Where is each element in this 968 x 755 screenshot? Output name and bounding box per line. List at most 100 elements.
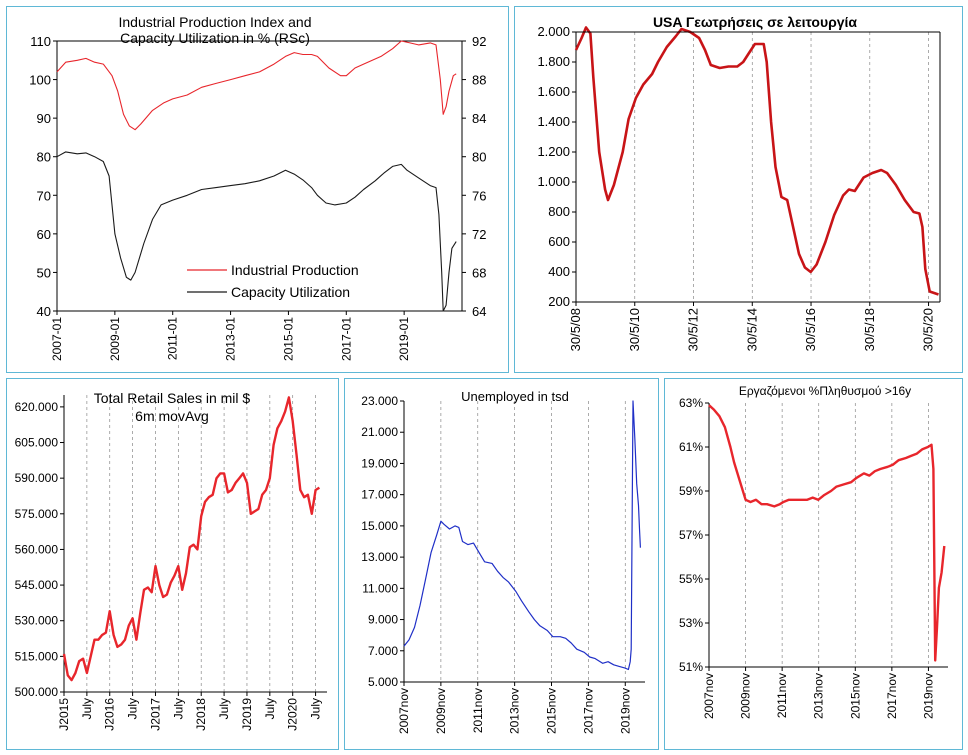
series-line <box>62 396 321 682</box>
series-line <box>574 26 939 296</box>
x-tick-label: J2019 <box>240 698 254 731</box>
x-tick-label: 2019nov <box>618 688 632 734</box>
y-tick-label: 63% <box>679 396 703 410</box>
y-tick-label: 2.000 <box>537 24 570 39</box>
x-tick-label: 30/5/10 <box>627 308 642 351</box>
y-tick-label: 575.000 <box>15 507 59 521</box>
y-tick-label: 61% <box>679 440 703 454</box>
chart-title: USA Γεωτρήσεις σε λειτουργία <box>653 14 857 30</box>
y-tick-label: 1.000 <box>537 174 570 189</box>
y-tick-label: 17.000 <box>361 488 398 502</box>
panel-industrial-production: 40 50 60 70 80 90 100 110 64 68 72 76 80 84 88 92 2007-0… <box>6 6 509 373</box>
x-tick-label: 30/5/08 <box>568 308 583 351</box>
y-tick-label: 515.000 <box>15 649 59 663</box>
x-tick-label: 30/5/12 <box>686 308 701 351</box>
y-tick-label: 400 <box>548 264 570 279</box>
y-tick-label: 1.400 <box>537 114 570 129</box>
x-tick-label: 30/5/20 <box>921 308 936 351</box>
chart-title-line: Capacity Utilization in % (RSc) <box>120 30 310 46</box>
y-right-tick-label: 76 <box>472 188 486 203</box>
x-tick-label: 2015nov <box>848 673 862 719</box>
x-tick-label: J2015 <box>57 698 71 731</box>
panel-unemployed: 2007nov 2009nov 2011nov 2013nov 2015nov 2017n… <box>344 378 659 750</box>
y-tick-label: 53% <box>679 616 703 630</box>
chart-title-line: Total Retail Sales in mil $ <box>94 390 251 406</box>
y-tick-label: 200 <box>548 294 570 309</box>
x-tick-label: 2007nov <box>702 673 716 719</box>
plot-frame <box>56 40 463 312</box>
y-tick-label: 800 <box>548 204 570 219</box>
y-right-tick-label: 84 <box>472 111 486 126</box>
y-tick-label: 23.000 <box>361 394 398 408</box>
x-tick-label: July <box>171 698 185 719</box>
y-tick-label: 11.000 <box>362 581 398 595</box>
x-tick-label: 2009nov <box>434 688 448 734</box>
y-tick-label: 590.000 <box>15 471 59 485</box>
chart-title-line: 6m movAvg <box>135 408 209 424</box>
y-left-tick-label: 80 <box>37 150 51 165</box>
y-left-tick-label: 100 <box>29 73 51 88</box>
y-left-tick-label: 90 <box>37 111 51 126</box>
series-line <box>56 151 457 312</box>
x-tick-label: 2011-01 <box>166 317 180 360</box>
chart-oil-rigs: 30/5/08 30/5/10 30/5/12 30/5/14 30/5/16 30/5/… <box>537 14 941 351</box>
y-left-tick-label: 110 <box>30 34 51 49</box>
x-tick-label: 2017-01 <box>339 317 353 361</box>
y-tick-label: 545.000 <box>15 578 59 592</box>
series-line <box>708 404 946 662</box>
x-tick-label: 2015nov <box>545 688 559 734</box>
x-tick-label: 2013nov <box>508 688 522 734</box>
y-tick-label: 57% <box>679 528 703 542</box>
y-right-tick-label: 64 <box>472 304 486 319</box>
y-tick-label: 620.000 <box>15 400 59 414</box>
y-tick-label: 560.000 <box>15 542 59 556</box>
y-tick-label: 13.000 <box>361 550 398 564</box>
y-right-tick-label: 80 <box>472 150 486 165</box>
y-tick-label: 600 <box>548 234 570 249</box>
legend-label: Capacity Utilization <box>231 284 350 300</box>
y-tick-label: 1.200 <box>537 144 570 159</box>
x-tick-label: 2011nov <box>775 673 789 718</box>
x-tick-label: July <box>80 698 94 719</box>
x-tick-label: J2020 <box>286 698 300 731</box>
series-line <box>403 400 641 671</box>
x-tick-label: 2011nov <box>471 688 485 733</box>
y-tick-label: 7.000 <box>368 644 398 658</box>
x-tick-label: 2015-01 <box>281 317 295 361</box>
x-tick-label: 2017nov <box>885 673 899 719</box>
x-tick-label: 2019-01 <box>397 317 411 361</box>
chart-title: Εργαζόμενοι %Πληθυσμού >16y <box>739 384 911 398</box>
y-left-tick-label: 70 <box>37 188 51 203</box>
y-right-tick-label: 92 <box>472 34 486 49</box>
x-tick-label: 30/5/16 <box>803 308 818 351</box>
y-tick-label: 19.000 <box>361 456 398 470</box>
x-tick-label: July <box>263 698 277 719</box>
y-tick-label: 605.000 <box>15 436 59 450</box>
x-tick-label: July <box>309 698 323 719</box>
panel-employment-ratio: 2007nov 2009nov 2011nov 2013nov 2015nov 2017n… <box>664 378 963 750</box>
x-tick-label: J2016 <box>103 698 117 731</box>
x-tick-label: J2017 <box>148 698 162 731</box>
y-tick-label: 55% <box>679 572 703 586</box>
x-tick-label: 2007-01 <box>50 317 64 361</box>
x-tick-label: 2013-01 <box>224 317 238 361</box>
panel-oil-rigs: 30/5/08 30/5/10 30/5/12 30/5/14 30/5/16 30/5/… <box>514 6 963 373</box>
y-right-tick-label: 72 <box>472 227 486 242</box>
x-tick-label: July <box>217 698 231 719</box>
y-left-tick-label: 50 <box>37 265 51 280</box>
chart-title-line: Industrial Production Index and <box>118 14 311 30</box>
y-tick-label: 500.000 <box>15 685 59 699</box>
panel-retail-sales: J2015 July J2016 July J2017 July J2018 July J201… <box>6 378 339 750</box>
y-tick-label: 51% <box>679 660 703 674</box>
x-tick-label: 2013nov <box>812 673 826 719</box>
x-tick-label: 2009nov <box>739 673 753 719</box>
y-right-tick-label: 68 <box>472 265 486 280</box>
y-left-tick-label: 60 <box>37 227 51 242</box>
chart-title: Unemployed in tsd <box>461 389 569 404</box>
legend-label: Industrial Production <box>231 262 359 278</box>
x-tick-label: 2019nov <box>921 673 935 719</box>
x-tick-label: 2009-01 <box>108 317 122 361</box>
y-tick-label: 15.000 <box>361 519 398 533</box>
chart-industrial-production: 40 50 60 70 80 90 100 110 64 68 72 76 80 84 88 92 2007-0… <box>29 14 486 361</box>
y-tick-label: 530.000 <box>15 614 59 628</box>
